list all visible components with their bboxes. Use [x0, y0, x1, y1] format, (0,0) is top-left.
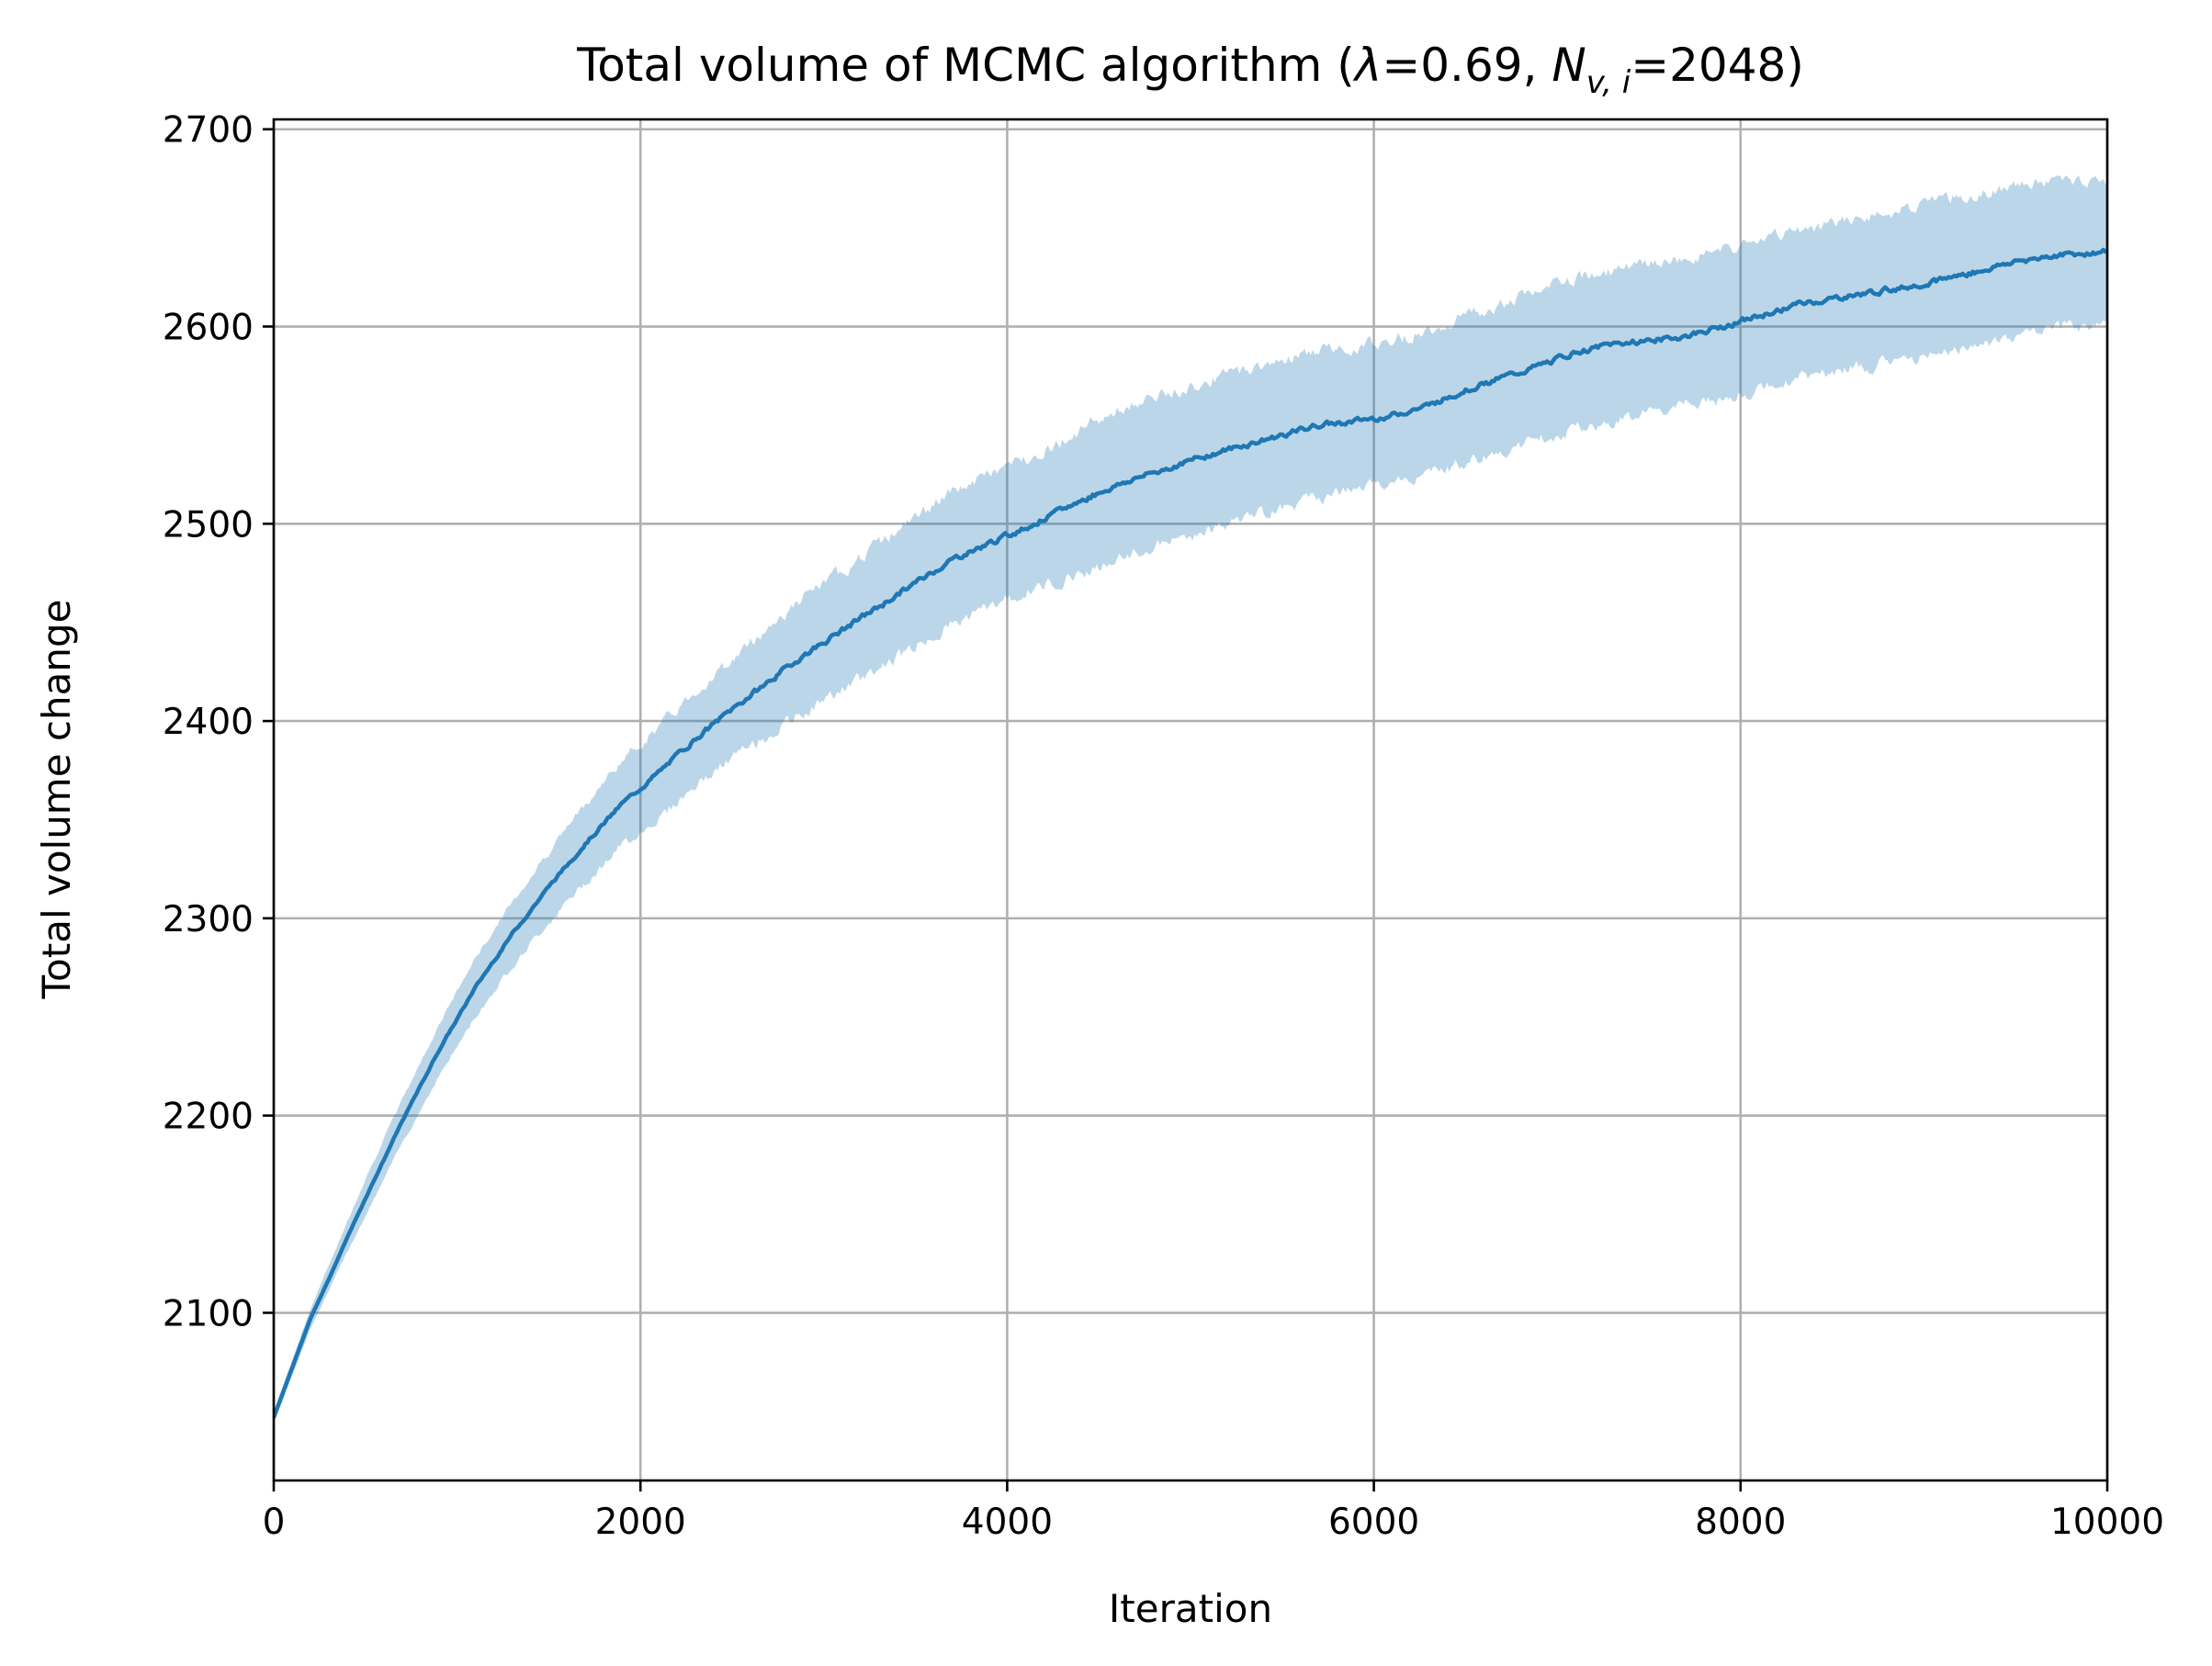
axis-ticks: 0 2000 4000 6000 8000 10000 2100 2200 2300 2400 25… — [163, 110, 2164, 1543]
y-tick-label: 2700 — [163, 110, 254, 152]
grid-lines — [272, 119, 2109, 1480]
y-tick-label: 2100 — [163, 1293, 254, 1334]
title-n-symbol: N — [1552, 39, 1586, 92]
confidence-band — [274, 175, 2107, 1424]
mean-line — [274, 247, 2107, 1419]
x-tick-label: 4000 — [962, 1502, 1053, 1543]
title-n-value: =2048) — [1631, 39, 1804, 92]
title-prefix: Total volume of MCMC algorithm ( — [576, 39, 1355, 92]
x-tick-label: 10000 — [2050, 1502, 2164, 1543]
x-tick-label: 8000 — [1695, 1502, 1786, 1543]
title-n-subscript: v, i — [1586, 64, 1631, 101]
y-tick-label: 2300 — [163, 899, 254, 940]
title-lambda-value: =0.69, — [1382, 39, 1552, 92]
title-lambda-symbol: λ — [1352, 39, 1382, 92]
y-tick-label: 2400 — [163, 702, 254, 743]
x-tick-label: 6000 — [1328, 1502, 1419, 1543]
y-axis-title: Total volume change — [34, 600, 79, 1000]
plot-data — [274, 175, 2107, 1424]
x-tick-label: 2000 — [595, 1502, 686, 1543]
y-tick-label: 2600 — [163, 308, 254, 349]
y-tick-label: 2200 — [163, 1097, 254, 1138]
plot-frame — [272, 118, 2109, 1482]
x-axis-title: Iteration — [1109, 1586, 1272, 1631]
x-tick-label: 0 — [263, 1502, 286, 1543]
chart-title: Total volume of MCMC algorithm (λ=0.69, … — [576, 39, 1804, 101]
y-tick-label: 2500 — [163, 504, 254, 546]
